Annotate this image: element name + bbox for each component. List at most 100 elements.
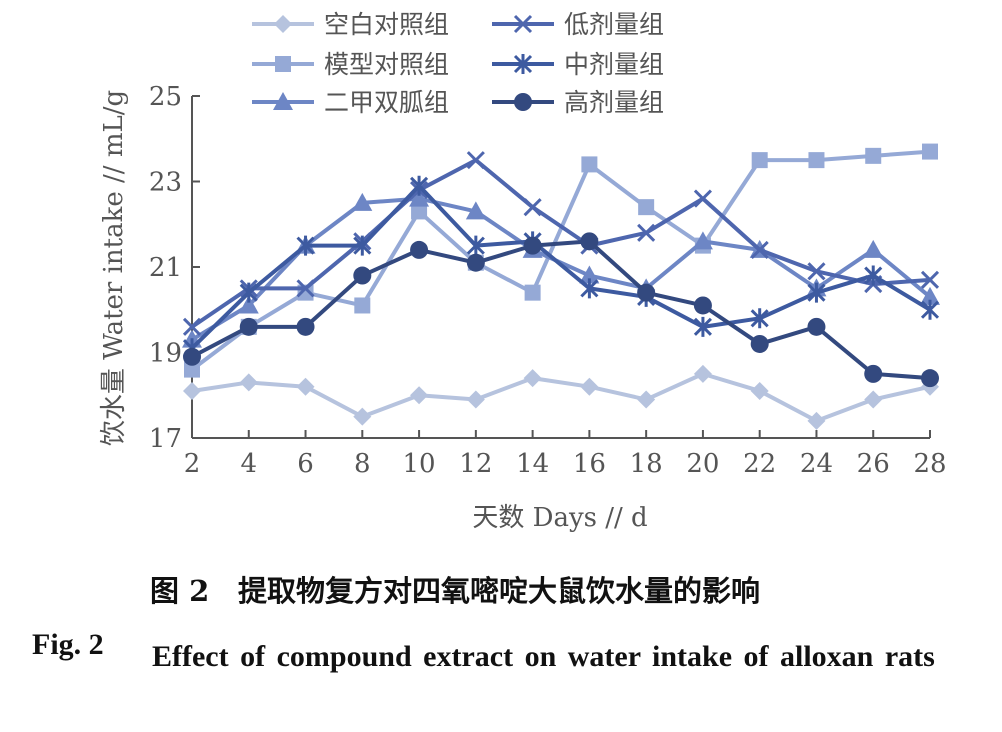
data-point — [353, 407, 372, 426]
series-5 — [182, 175, 940, 359]
caption-en-label: Fig. 2 — [32, 628, 104, 661]
legend-label: 高剂量组 — [564, 88, 664, 117]
x-tick-label: 16 — [573, 449, 606, 479]
data-point — [920, 299, 940, 320]
data-point — [465, 201, 486, 220]
x-ticks: 2 4 6 8 10 12 14 16 18 20 22 24 26 28 — [184, 430, 947, 479]
data-point — [524, 284, 541, 301]
data-point — [807, 317, 826, 336]
data-point — [580, 377, 599, 396]
x-tick-label: 12 — [459, 449, 492, 479]
data-point — [807, 262, 826, 281]
legend-marker — [513, 14, 533, 34]
legend-item: 高剂量组 — [492, 88, 664, 117]
data-point — [920, 286, 940, 305]
data-point — [693, 316, 712, 337]
data-point — [922, 143, 938, 160]
series-line — [190, 158, 931, 329]
data-point — [354, 297, 371, 314]
data-point — [807, 411, 826, 430]
legend-marker — [273, 92, 293, 110]
x-tick-label: 2 — [184, 449, 201, 479]
data-point — [637, 390, 656, 409]
data-point — [864, 265, 883, 286]
series-layer — [182, 143, 940, 430]
y-tick-label: 17 — [149, 424, 182, 454]
data-point — [807, 282, 826, 303]
data-point — [409, 188, 430, 207]
legend-item: 二甲双胍组 — [252, 88, 449, 117]
data-point — [638, 199, 655, 216]
data-point — [353, 235, 372, 256]
data-point — [182, 317, 202, 336]
legend-item: 模型对照组 — [252, 50, 449, 79]
data-point — [920, 270, 940, 289]
x-tick-label: 18 — [630, 449, 663, 479]
legend-marker — [514, 93, 532, 111]
data-point — [693, 189, 712, 208]
x-tick-label: 26 — [857, 449, 890, 479]
data-point — [750, 308, 769, 329]
data-point — [637, 283, 656, 302]
legend-label: 中剂量组 — [564, 50, 664, 79]
x-axis-title: 天数 Days // d — [472, 503, 647, 533]
data-point — [410, 386, 429, 405]
data-point — [864, 364, 883, 383]
data-point — [865, 147, 882, 164]
data-point — [296, 235, 315, 256]
data-point — [863, 239, 884, 258]
data-point — [580, 232, 599, 251]
data-point — [183, 381, 201, 400]
data-point — [921, 369, 939, 388]
y-tick-label: 19 — [149, 339, 182, 369]
y-ticks: 17 19 21 23 25 — [149, 82, 200, 454]
y-axis-title: 饮水量 Water intake // mL/g — [99, 90, 129, 446]
legend-label: 空白对照组 — [324, 10, 449, 39]
data-point — [410, 240, 429, 259]
data-point — [693, 364, 712, 383]
caption-chinese: 图 2 提取物复方对四氧嘧啶大鼠饮水量的影响 — [150, 568, 760, 610]
legend-label: 低剂量组 — [564, 10, 664, 39]
data-point — [637, 223, 656, 242]
data-point — [184, 361, 200, 378]
data-point — [579, 265, 600, 284]
data-point — [466, 235, 485, 256]
x-tick-label: 20 — [686, 449, 719, 479]
data-point — [523, 236, 542, 255]
data-point — [466, 390, 485, 409]
data-point — [581, 156, 598, 173]
legend-label: 二甲双胍组 — [324, 88, 449, 117]
data-point — [864, 390, 883, 409]
data-point — [750, 334, 769, 353]
data-point — [353, 266, 372, 285]
legend-item: 空白对照组 — [252, 10, 449, 39]
data-point — [296, 317, 315, 336]
x-tick-label: 4 — [240, 449, 257, 479]
y-tick-label: 25 — [149, 82, 182, 112]
x-tick-label: 10 — [403, 449, 436, 479]
x-tick-label: 8 — [354, 449, 371, 479]
legend-item: 中剂量组 — [492, 50, 664, 79]
series-line — [191, 371, 931, 423]
data-point — [750, 240, 769, 259]
data-point — [466, 253, 485, 272]
series-3 — [182, 188, 940, 348]
legend-marker — [275, 56, 291, 72]
data-point — [352, 192, 373, 211]
x-tick-label: 6 — [297, 449, 314, 479]
x-tick-label: 24 — [800, 449, 833, 479]
legend-marker — [513, 54, 533, 74]
x-tick-label: 22 — [743, 449, 776, 479]
data-point — [239, 282, 258, 303]
data-point — [411, 203, 428, 220]
data-point — [751, 152, 768, 169]
series-1 — [183, 364, 939, 430]
x-tick-label: 14 — [516, 449, 549, 479]
legend-label: 模型对照组 — [324, 50, 449, 79]
data-point — [410, 175, 429, 196]
data-point — [466, 151, 485, 170]
data-point — [239, 317, 258, 336]
data-point — [296, 377, 315, 396]
